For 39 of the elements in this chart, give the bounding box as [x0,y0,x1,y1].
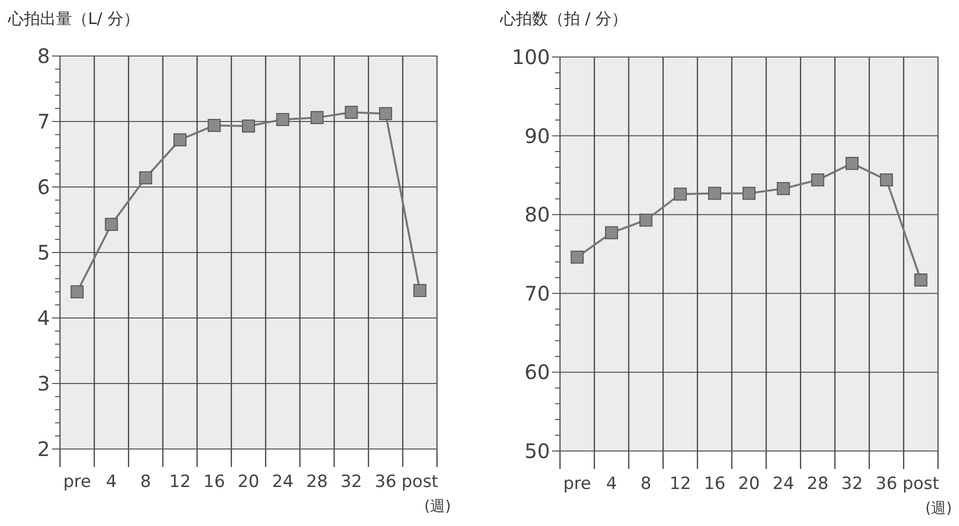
y-tick-label: 70 [524,281,550,306]
x-tick-label: 8 [140,472,152,492]
x-tick-label: 32 [841,474,863,494]
x-tick-label: 20 [738,474,760,494]
x-tick-label: 12 [169,472,191,492]
x-tick-label: 36 [876,474,898,494]
x-tick-label: 12 [669,474,692,494]
y-tick-label: 3 [37,372,50,396]
x-axis-title: (週) [925,499,952,517]
y-tick-label: 60 [524,360,550,384]
x-tick-label: 4 [106,472,117,492]
x-tick-label: pre [563,474,592,494]
y-tick-label: 50 [524,439,550,463]
x-tick-label: 8 [640,474,652,494]
chart-title: 心拍出量（L/ 分） [7,9,140,28]
x-tick-label: 24 [272,472,294,492]
x-tick-label: 32 [340,472,362,492]
chart-title: 心拍数（拍 / 分） [499,9,628,28]
y-tick-label: 4 [37,306,50,330]
y-tick-label: 8 [37,44,50,68]
x-tick-label: 16 [704,474,726,494]
y-tick-label: 6 [37,175,50,199]
x-tick-label: 36 [374,472,396,492]
x-tick-label: 28 [306,472,328,492]
x-axis-title: (週) [424,497,451,515]
x-tick-label: 20 [238,472,260,492]
x-tick-label: 24 [772,474,794,494]
y-tick-label: 7 [37,110,50,134]
y-tick-label: 100 [512,45,550,69]
x-tick-label: post [902,474,940,494]
x-tick-label: post [402,472,439,492]
y-tick-label: 90 [524,124,550,148]
x-tick-label: pre [63,472,92,492]
x-tick-label: 28 [806,474,829,494]
x-tick-label: 4 [606,474,617,494]
y-tick-label: 2 [37,437,50,461]
x-tick-label: 16 [203,472,226,492]
y-tick-label: 80 [524,202,550,227]
y-tick-label: 5 [37,240,50,264]
